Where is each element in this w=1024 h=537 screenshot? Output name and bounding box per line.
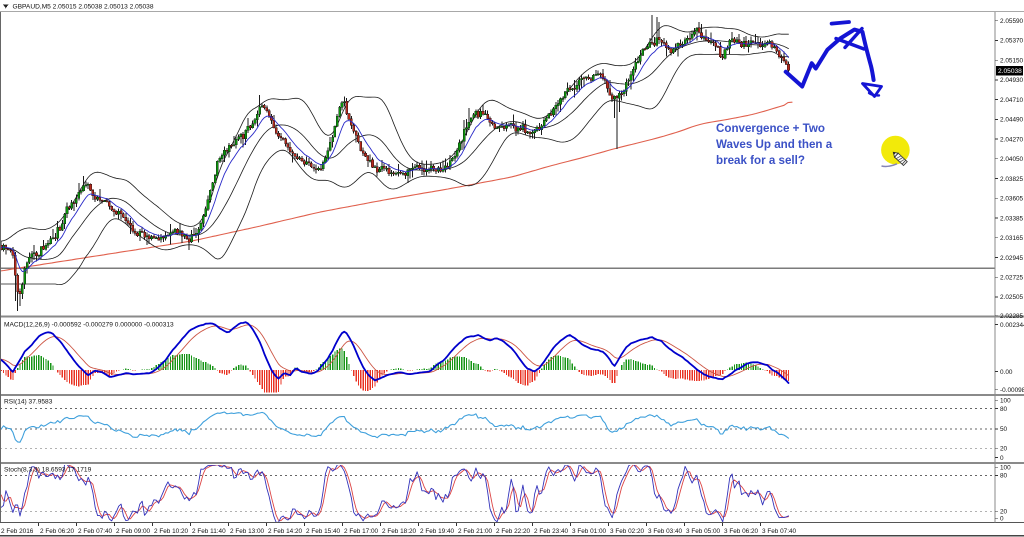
svg-text:2 Feb 06:20: 2 Feb 06:20 bbox=[40, 528, 75, 535]
svg-text:Waves Up and then a: Waves Up and then a bbox=[716, 138, 833, 151]
svg-text:2 Feb 13:00: 2 Feb 13:00 bbox=[230, 528, 265, 535]
svg-text:20: 20 bbox=[1000, 509, 1008, 516]
svg-text:80: 80 bbox=[1000, 406, 1008, 413]
svg-text:3 Feb 05:00: 3 Feb 05:00 bbox=[686, 528, 721, 535]
svg-text:2.02285: 2.02285 bbox=[1000, 313, 1024, 320]
svg-text:2.05150: 2.05150 bbox=[1000, 58, 1024, 65]
svg-text:2 Feb 17:00: 2 Feb 17:00 bbox=[344, 528, 379, 535]
svg-text:100: 100 bbox=[1000, 465, 1011, 472]
svg-text:2 Feb 19:40: 2 Feb 19:40 bbox=[420, 528, 455, 535]
svg-text:3 Feb 03:40: 3 Feb 03:40 bbox=[648, 528, 683, 535]
svg-text:RSI(14) 37.9583: RSI(14) 37.9583 bbox=[4, 399, 53, 406]
svg-text:2.04930: 2.04930 bbox=[1000, 77, 1024, 84]
svg-text:0: 0 bbox=[1000, 455, 1004, 462]
svg-text:2 Feb 18:20: 2 Feb 18:20 bbox=[382, 528, 417, 535]
svg-text:2.02725: 2.02725 bbox=[1000, 275, 1024, 282]
svg-text:2.04050: 2.04050 bbox=[1000, 156, 1024, 163]
svg-text:2 Feb 23:40: 2 Feb 23:40 bbox=[534, 528, 569, 535]
svg-text:2.05370: 2.05370 bbox=[1000, 38, 1024, 45]
svg-text:2.05038: 2.05038 bbox=[998, 68, 1022, 75]
svg-text:break for a sell?: break for a sell? bbox=[716, 154, 805, 167]
svg-text:2 Feb 15:40: 2 Feb 15:40 bbox=[306, 528, 341, 535]
svg-text:3 Feb 01:00: 3 Feb 01:00 bbox=[572, 528, 607, 535]
svg-text:80: 80 bbox=[1000, 473, 1008, 480]
svg-text:Convergence + Two: Convergence + Two bbox=[716, 122, 825, 135]
svg-text:3 Feb 07:40: 3 Feb 07:40 bbox=[762, 528, 797, 535]
svg-text:2 Feb 14:20: 2 Feb 14:20 bbox=[268, 528, 303, 535]
svg-text:2 Feb 2016: 2 Feb 2016 bbox=[1, 528, 34, 535]
svg-text:2.04270: 2.04270 bbox=[1000, 136, 1024, 143]
svg-text:20: 20 bbox=[1000, 446, 1008, 453]
svg-text:2.03165: 2.03165 bbox=[1000, 235, 1024, 242]
svg-text:0.002344: 0.002344 bbox=[1000, 322, 1024, 329]
svg-text:GBPAUD,M5 2.05015 2.05038 2.0: GBPAUD,M5 2.05015 2.05038 2.05013 2.0503… bbox=[13, 4, 154, 11]
svg-text:2.03605: 2.03605 bbox=[1000, 196, 1024, 203]
svg-text:2 Feb 09:00: 2 Feb 09:00 bbox=[116, 528, 151, 535]
svg-text:2.03825: 2.03825 bbox=[1000, 176, 1024, 183]
svg-text:2.04710: 2.04710 bbox=[1000, 97, 1024, 104]
svg-text:3 Feb 06:20: 3 Feb 06:20 bbox=[724, 528, 759, 535]
svg-text:2 Feb 11:40: 2 Feb 11:40 bbox=[192, 528, 226, 535]
svg-text:50: 50 bbox=[1000, 426, 1008, 433]
svg-text:2.05590: 2.05590 bbox=[1000, 18, 1024, 25]
svg-text:2 Feb 07:40: 2 Feb 07:40 bbox=[78, 528, 113, 535]
svg-text:-0.000985: -0.000985 bbox=[1000, 387, 1024, 394]
svg-text:2.04490: 2.04490 bbox=[1000, 117, 1024, 124]
svg-text:3 Feb 02:20: 3 Feb 02:20 bbox=[610, 528, 645, 535]
svg-text:2.02945: 2.02945 bbox=[1000, 255, 1024, 262]
svg-text:100: 100 bbox=[1000, 398, 1011, 405]
svg-text:0: 0 bbox=[1000, 516, 1004, 523]
svg-text:2.03385: 2.03385 bbox=[1000, 215, 1024, 222]
svg-text:2 Feb 22:20: 2 Feb 22:20 bbox=[496, 528, 531, 535]
svg-text:2.02505: 2.02505 bbox=[1000, 294, 1024, 301]
svg-text:0.00: 0.00 bbox=[1000, 369, 1013, 376]
svg-text:2 Feb 10:20: 2 Feb 10:20 bbox=[154, 528, 189, 535]
svg-text:Stoch(8,3,3) 18.6593 17.1719: Stoch(8,3,3) 18.6593 17.1719 bbox=[4, 467, 92, 474]
svg-text:MACD(12,26,9) -0.000592 -0.000: MACD(12,26,9) -0.000592 -0.000279 0.0000… bbox=[4, 322, 174, 329]
svg-text:2 Feb 21:00: 2 Feb 21:00 bbox=[458, 528, 493, 535]
